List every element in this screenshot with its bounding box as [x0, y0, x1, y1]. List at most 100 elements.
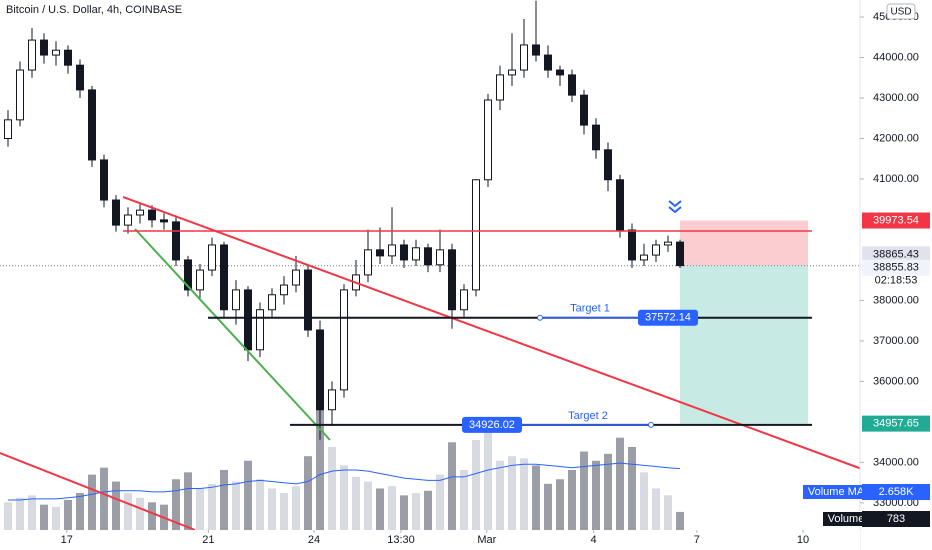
candle-body	[400, 244, 408, 261]
currency-box	[886, 3, 916, 20]
volume-ma-value-box	[862, 484, 930, 500]
x-tick-label: 17	[61, 534, 73, 546]
volume-bar	[424, 490, 432, 530]
candle-body	[64, 49, 72, 66]
candle-body	[460, 289, 468, 311]
volume-bar	[256, 479, 264, 530]
candle-body	[484, 99, 492, 181]
volume-bar	[292, 486, 300, 530]
candle-body	[412, 247, 420, 261]
candle-body	[676, 241, 684, 267]
volume-bar	[604, 453, 612, 530]
target-label: Target 1	[570, 303, 610, 315]
x-tick-label: 10	[797, 534, 809, 546]
target-dot	[648, 421, 654, 428]
volume-bar	[340, 465, 348, 530]
candle-body	[316, 329, 324, 411]
candle-body	[100, 159, 108, 201]
candle-body	[76, 64, 84, 91]
volume-bar	[508, 456, 516, 530]
volume-bar	[304, 456, 312, 530]
volume-bar	[28, 495, 36, 530]
candle-body	[28, 39, 36, 71]
entry-price: 38865.43	[873, 248, 919, 260]
candle-body	[196, 269, 204, 291]
candle-body	[16, 69, 24, 121]
volume-bar	[316, 410, 324, 530]
volume-bar	[328, 446, 336, 530]
volume-bar	[448, 442, 456, 530]
volume-bar	[640, 472, 648, 530]
candle-body	[424, 247, 432, 266]
volume-bar	[268, 488, 276, 530]
candle-body	[304, 269, 312, 331]
x-tick-label: 7	[694, 534, 700, 546]
volume-bar	[484, 430, 492, 530]
candle-body	[88, 89, 96, 161]
entry-price-box	[862, 246, 930, 263]
candle-body	[4, 119, 12, 139]
y-tick-label: 38000.00	[873, 294, 919, 306]
volume-bar	[88, 474, 96, 530]
candle-body	[388, 244, 396, 257]
last-price-box	[862, 259, 930, 276]
volume-ma-value: 2.658K	[879, 486, 915, 498]
candle-body	[496, 74, 504, 101]
volume-bar	[616, 437, 624, 530]
target-label: Target 2	[568, 410, 608, 422]
candle-body	[52, 49, 60, 56]
y-tick-label: 37000.00	[873, 335, 919, 347]
volume-bar	[40, 504, 48, 530]
candle-body	[124, 214, 132, 226]
candle-body	[616, 179, 624, 231]
candle-body	[244, 289, 252, 351]
candle-body	[136, 209, 144, 216]
volume-bar	[556, 479, 564, 530]
volume-bar	[148, 502, 156, 530]
volume-bar	[124, 493, 132, 530]
candle-body	[508, 69, 516, 76]
candle-body	[256, 309, 264, 351]
labels: Target 1 37572.14 Target 2 34926.02	[208, 303, 812, 433]
volume-bar	[364, 481, 372, 530]
volume-bar	[112, 481, 120, 530]
volume-bar	[580, 451, 588, 530]
candle-body	[172, 221, 180, 261]
candle-body	[544, 54, 552, 71]
volume-bar	[628, 446, 636, 530]
volume-bar	[532, 465, 540, 530]
target-price-box	[638, 309, 698, 326]
target-price: 34957.65	[873, 418, 919, 430]
target-zone	[680, 265, 808, 424]
volume-bar	[76, 493, 84, 530]
y-tick-label: 34000.00	[873, 456, 919, 468]
y-tick-label: 42000.00	[873, 132, 919, 144]
drawings	[0, 196, 871, 531]
stop-zone	[680, 220, 808, 266]
volume-bar	[4, 502, 12, 530]
volume-value-box	[862, 511, 930, 527]
candle-body	[664, 241, 672, 246]
candle-body	[532, 44, 540, 56]
volume-bar	[352, 476, 360, 530]
candle-body	[376, 249, 384, 257]
last-price: 38855.83	[873, 262, 919, 274]
currency: USD	[890, 7, 911, 18]
candle-body	[436, 249, 444, 266]
y-tick-label: 43000.00	[873, 92, 919, 104]
candle-body	[40, 39, 48, 56]
candle-body	[580, 94, 588, 126]
volume-bar	[376, 488, 384, 530]
trend-line	[122, 196, 871, 473]
time-axis	[0, 530, 860, 550]
volume-bar	[208, 483, 216, 530]
candle-body	[604, 149, 612, 181]
candle-body	[292, 269, 300, 286]
volume-bar	[676, 511, 684, 530]
candle-body	[268, 294, 276, 311]
volume-bar	[196, 488, 204, 530]
volume-bar	[244, 460, 252, 530]
candle-body	[208, 244, 216, 271]
candle-body	[328, 389, 336, 411]
